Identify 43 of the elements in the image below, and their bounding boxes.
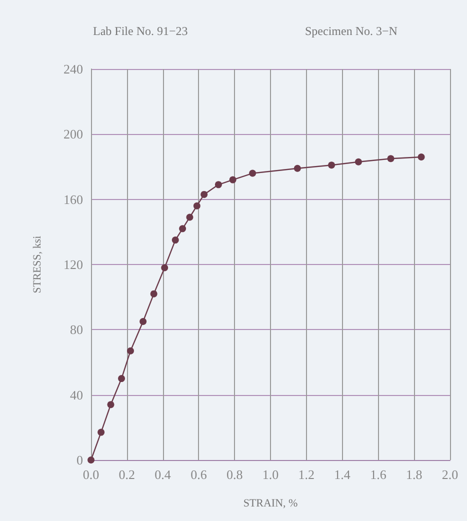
y-tick-label: 240 [64,62,83,76]
point [140,318,147,326]
x-tick-label: 0.2 [118,467,136,482]
y-tick-label: 80 [70,322,83,338]
x-tick-label: 2.0 [442,467,458,482]
point [126,347,134,354]
y-tick-label: 200 [64,126,83,142]
point [118,375,126,382]
x-axis-title: STRAIN, % [243,498,298,510]
x-tick-label: 0.0 [82,467,100,482]
x-tick-label: 1.4 [334,467,351,482]
point [161,264,168,272]
point [328,162,336,169]
x-tick-label: 0.4 [154,467,172,482]
point [88,456,94,464]
y-tick-label: 40 [70,387,83,402]
point [179,225,186,232]
point [107,401,114,408]
y-axis-title: STRESS, ksi [32,236,44,294]
x-tick-label: 1.6 [370,467,387,482]
y-tick-label: 120 [64,257,83,272]
point [294,164,301,172]
x-tick-label: 1.2 [298,467,315,482]
x-tick-label: 0.8 [226,467,243,482]
x-tick-label: 1.0 [262,467,279,482]
point [214,181,222,188]
point [354,158,362,166]
point [172,236,179,244]
point [98,428,105,436]
point [200,190,208,198]
chart-title: Lab File No. 91−23 [93,24,188,38]
x-tick-label: 1.8 [406,467,422,482]
point [249,170,256,177]
point [387,155,394,162]
y-tick-label: 0 [76,452,83,468]
point [186,214,194,221]
point [150,290,158,298]
chart-subtitle: Specimen No. 3−N [305,24,398,38]
x-tick-label: 0.6 [190,467,208,482]
point [418,153,425,160]
point [193,202,200,210]
point [229,176,236,184]
y-tick-label: 160 [64,192,83,207]
